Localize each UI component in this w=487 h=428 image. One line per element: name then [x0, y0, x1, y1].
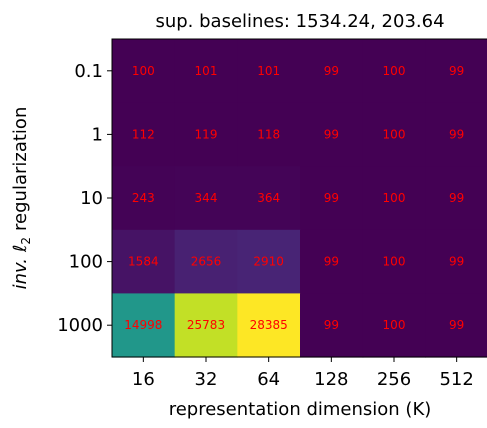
y-axis-label-suffix: regularization: [10, 107, 31, 231]
cell-value-label: 100: [383, 127, 406, 141]
cell-value-label: 99: [324, 191, 339, 205]
heatmap-cell: [237, 39, 301, 104]
heatmap-cell: [112, 166, 176, 231]
heatmap-cell: [425, 166, 487, 231]
heatmap-annotations: 100 101 101 99 100 99 112 119 118 99 100 99 243 344 36…: [124, 64, 464, 332]
heatmap-cell: [237, 229, 301, 294]
cell-value-label: 99: [324, 318, 339, 332]
x-tick-label: 64: [257, 369, 280, 390]
heatmap-cell: [112, 229, 176, 294]
heatmap-cell: [362, 102, 426, 167]
x-tick-label: 16: [132, 369, 155, 390]
y-tick-label: 100: [69, 252, 103, 273]
cell-value-label: 100: [383, 191, 406, 205]
heatmap-cell: [237, 166, 301, 231]
heatmap-cell: [362, 293, 426, 358]
cell-value-label: 101: [257, 64, 280, 78]
y-axis-label-sub: 2: [19, 237, 33, 245]
chart-title: sup. baselines: 1534.24, 203.64: [155, 11, 444, 32]
x-axis-ticks: 16 32 64 128 256 512: [132, 357, 474, 390]
heatmap-cell: [300, 102, 364, 167]
cell-value-label: 100: [383, 64, 406, 78]
heatmap-cell: [300, 293, 364, 358]
x-tick-label: 256: [377, 369, 411, 390]
heatmap-cell: [425, 229, 487, 294]
y-axis-ticks: 0.1 1 10 100 1000: [57, 61, 112, 336]
y-tick-label: 1: [92, 124, 103, 145]
heatmap-cell: [425, 293, 487, 358]
y-tick-label: 0.1: [74, 61, 103, 82]
heatmap-cell: [112, 102, 176, 167]
y-axis-label-prefix: inv.: [10, 258, 31, 289]
cell-value-label: 14998: [124, 318, 162, 332]
heatmap-cells: [112, 39, 487, 358]
heatmap-cell: [237, 102, 301, 167]
cell-value-label: 99: [449, 64, 464, 78]
cell-value-label: 28385: [250, 318, 288, 332]
cell-value-label: 99: [324, 64, 339, 78]
cell-value-label: 118: [257, 127, 280, 141]
heatmap-cell: [237, 293, 301, 358]
cell-value-label: 99: [324, 127, 339, 141]
cell-value-label: 119: [195, 127, 218, 141]
heatmap-cell: [174, 166, 238, 231]
cell-value-label: 364: [257, 191, 280, 205]
cell-value-label: 25783: [187, 318, 225, 332]
heatmap-cell: [425, 39, 487, 104]
x-axis-label: representation dimension (K): [169, 399, 432, 420]
x-tick-label: 128: [314, 369, 348, 390]
heatmap-cell: [174, 102, 238, 167]
heatmap-cell: [300, 166, 364, 231]
cell-value-label: 243: [132, 191, 155, 205]
x-tick-label: 512: [439, 369, 473, 390]
heatmap-cell: [362, 166, 426, 231]
x-tick-label: 32: [195, 369, 218, 390]
heatmap-cell: [362, 229, 426, 294]
cell-value-label: 112: [132, 127, 155, 141]
y-axis-label-ell: ℓ: [10, 245, 31, 253]
cell-value-label: 2656: [191, 255, 222, 269]
cell-value-label: 99: [449, 127, 464, 141]
heatmap-cell: [112, 293, 176, 358]
cell-value-label: 1584: [128, 255, 159, 269]
cell-value-label: 99: [449, 191, 464, 205]
cell-value-label: 99: [449, 255, 464, 269]
heatmap-cell: [300, 39, 364, 104]
heatmap-cell: [174, 39, 238, 104]
cell-value-label: 100: [383, 318, 406, 332]
heatmap-cell: [112, 39, 176, 104]
cell-value-label: 344: [195, 191, 218, 205]
heatmap-cell: [362, 39, 426, 104]
cell-value-label: 2910: [253, 255, 284, 269]
cell-value-label: 99: [324, 255, 339, 269]
y-axis-label: inv. ℓ2 regularization: [10, 107, 33, 290]
cell-value-label: 101: [195, 64, 218, 78]
cell-value-label: 100: [132, 64, 155, 78]
y-tick-label: 10: [80, 188, 103, 209]
cell-value-label: 100: [383, 255, 406, 269]
cell-value-label: 99: [449, 318, 464, 332]
heatmap-cell: [174, 229, 238, 294]
heatmap-cell: [300, 229, 364, 294]
heatmap-cell: [425, 102, 487, 167]
y-tick-label: 1000: [57, 315, 103, 336]
heatmap-cell: [174, 293, 238, 358]
